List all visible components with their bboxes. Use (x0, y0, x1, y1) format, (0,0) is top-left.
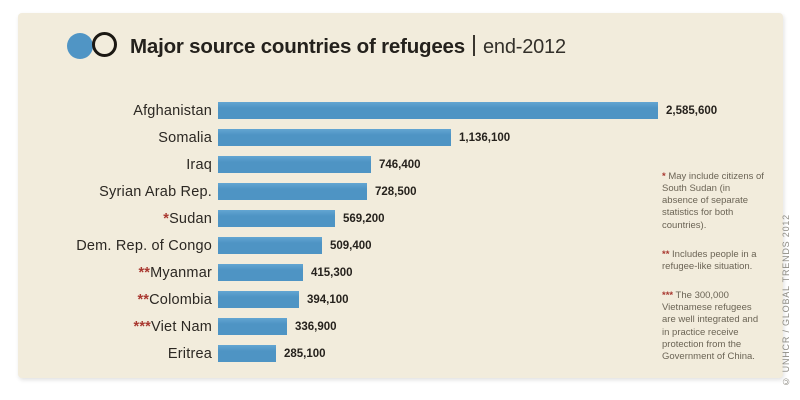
footnote-marker: *** (662, 290, 674, 302)
country-label: Somalia (158, 129, 212, 146)
value-label: 285,100 (284, 347, 326, 360)
country-label: Afghanistan (133, 102, 212, 119)
value-label: 746,400 (379, 158, 421, 171)
bar (218, 183, 367, 200)
bar (218, 345, 276, 362)
value-label: 415,300 (311, 266, 353, 279)
bar-row: **Colombia 394,100 (18, 286, 783, 313)
bar-row: Afghanistan 2,585,600 (18, 97, 783, 124)
footnote: *** The 300,000 Vietnamese refugees are … (662, 290, 759, 362)
footnote-marker: ** (662, 248, 670, 260)
bar (218, 129, 451, 146)
value-label: 336,900 (295, 320, 337, 333)
country-label: **Myanmar (138, 264, 212, 281)
bar-row: *Sudan 569,200 (18, 205, 783, 232)
country-label: ***Viet Nam (133, 318, 212, 335)
footnotes-panel: * May include citizens of South Sudan (i… (662, 171, 764, 380)
credit-text: © UNHCR / GLOBAL TRENDS 2012 (781, 213, 791, 386)
bar (218, 210, 335, 227)
logo-filled-circle-icon (67, 33, 93, 59)
footnote-marker: ** (137, 291, 150, 308)
footnote-marker: ** (138, 264, 151, 281)
chart-card: Major source countries of refugees end-20… (18, 13, 783, 378)
title-separator (472, 35, 475, 56)
bar-row: Syrian Arab Rep. 728,500 (18, 178, 783, 205)
bar-row: Eritrea 285,100 (18, 340, 783, 367)
value-label: 509,400 (330, 239, 372, 252)
value-label: 2,585,600 (666, 104, 718, 117)
bar-row: Iraq 746,400 (18, 151, 783, 178)
country-label: Syrian Arab Rep. (99, 183, 212, 200)
value-label: 1,136,100 (459, 131, 511, 144)
country-label: *Sudan (163, 210, 212, 227)
value-label: 394,100 (307, 293, 349, 306)
bar (218, 156, 371, 173)
value-label: 569,200 (343, 212, 385, 225)
chart-header: Major source countries of refugees end-20… (130, 35, 566, 59)
footnote-marker: * (163, 210, 170, 227)
bar-row: Dem. Rep. of Congo 509,400 (18, 232, 783, 259)
country-label: Iraq (186, 156, 212, 173)
bar (218, 291, 299, 308)
footnote-marker: * (662, 171, 666, 182)
bar-row: Somalia 1,136,100 (18, 124, 783, 151)
bar (218, 264, 303, 281)
chart-period: end-2012 (482, 36, 566, 58)
footnote-marker: *** (133, 318, 152, 335)
bar-row: ***Viet Nam 336,900 (18, 313, 783, 340)
bar (218, 237, 322, 254)
bar (218, 102, 658, 119)
logo-ring-circle-icon (92, 32, 117, 57)
country-label: Eritrea (167, 345, 212, 362)
chart-title: Major source countries of refugees (130, 35, 465, 58)
bar (218, 318, 287, 335)
bar-chart: Afghanistan 2,585,600 Somalia 1,136,100 Iraq… (18, 97, 783, 367)
footnote: * May include citizens of South Sudan (i… (662, 171, 764, 231)
bar-row: **Myanmar 415,300 (18, 259, 783, 286)
country-label: **Colombia (137, 291, 212, 308)
country-label: Dem. Rep. of Congo (76, 237, 212, 254)
value-label: 728,500 (375, 185, 417, 198)
footnote: ** Includes people in a refugee-like sit… (662, 248, 757, 272)
